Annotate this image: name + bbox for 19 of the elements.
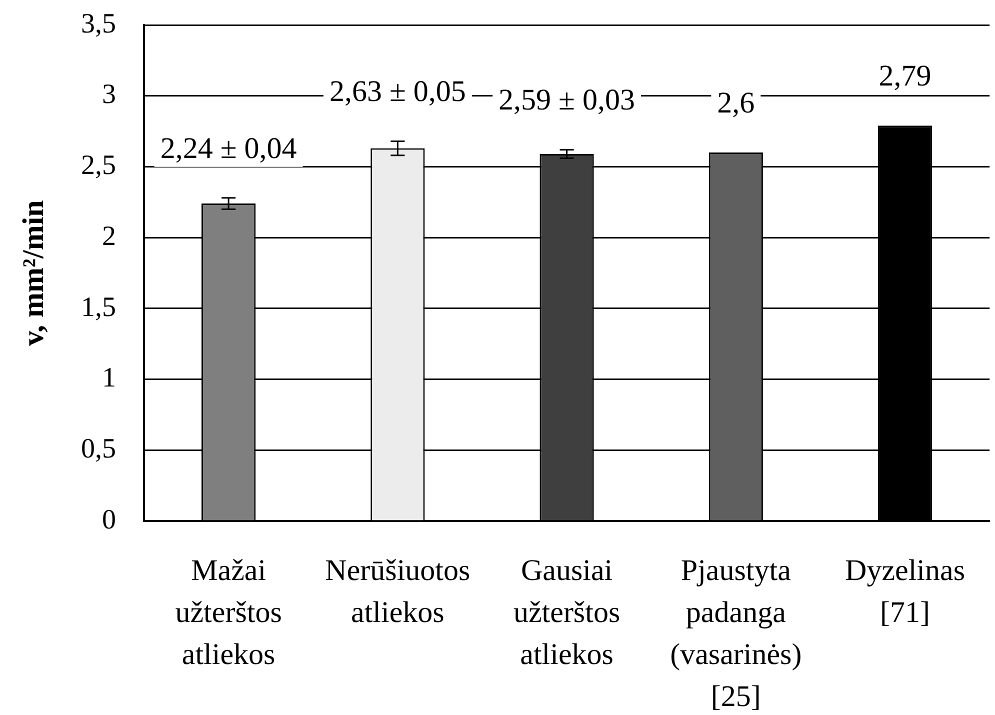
y-tick-label: 3,5 [81,8,116,40]
y-tick-label: 0 [102,504,116,536]
data-label: 2,63 ± 0,05 [329,75,466,108]
data-label: 2,59 ± 0,03 [498,84,636,117]
data-label: 2,79 [878,59,932,92]
x-tick-label: Dyzelinas [71] [845,554,966,629]
x-tick-label: Pjaustyta padanga (vasarinės) [25] [670,554,802,713]
data-label: 2,6 [717,86,755,120]
y-tick-label: 2,5 [81,150,116,182]
y-tick-label: 1,5 [81,292,116,323]
y-tick-label: 1 [102,362,116,394]
y-axis-title: v, mm²/min [16,200,50,346]
y-tick-label: 3 [102,79,116,110]
y-tick-label: 0,5 [81,434,116,464]
data-label: 2,24 ± 0,04 [160,132,297,165]
x-tick-label: Mažai užterštos atliekos [175,554,282,671]
x-tick-label: Nerūšiuotos atliekos [325,554,470,629]
y-tick-label: 2 [102,220,116,252]
x-tick-label: Gausiai užterštos atliekos [513,554,620,671]
